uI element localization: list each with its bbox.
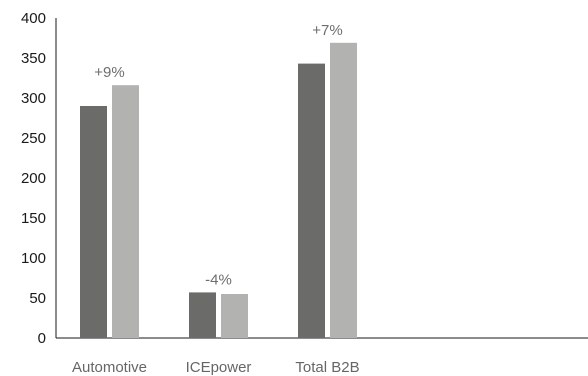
bar-icepower-series-1 [189,292,216,338]
bar-total-b2b-series-2 [330,42,357,339]
change-label: -4% [205,271,232,288]
y-tick-label: 0 [38,330,46,347]
y-tick-label: 100 [21,250,46,267]
category-label: Automotive [72,359,147,376]
category-labels: Automotive ICEpower Total B2B [72,359,360,376]
bar-automotive-series-2 [112,85,139,338]
change-label: +7% [312,22,342,39]
category-label: ICEpower [186,359,252,376]
y-tick-label: 200 [21,170,46,187]
y-tick-label: 400 [21,10,46,27]
y-tick-label: 250 [21,130,46,147]
bar-automotive-series-1 [80,106,107,338]
change-annotations: +9% -4% +7% [94,22,342,289]
y-tick-label: 300 [21,90,46,107]
y-tick-label: 50 [29,290,46,307]
bar-total-b2b-series-1 [298,63,325,338]
bar-icepower-series-2 [221,294,248,338]
y-tick-label: 150 [21,210,46,227]
bars-group [80,42,357,339]
change-label: +9% [94,64,124,81]
y-tick-labels: 0 50 100 150 200 250 300 350 400 [21,10,46,347]
y-tick-label: 350 [21,50,46,67]
category-label: Total B2B [295,359,359,376]
